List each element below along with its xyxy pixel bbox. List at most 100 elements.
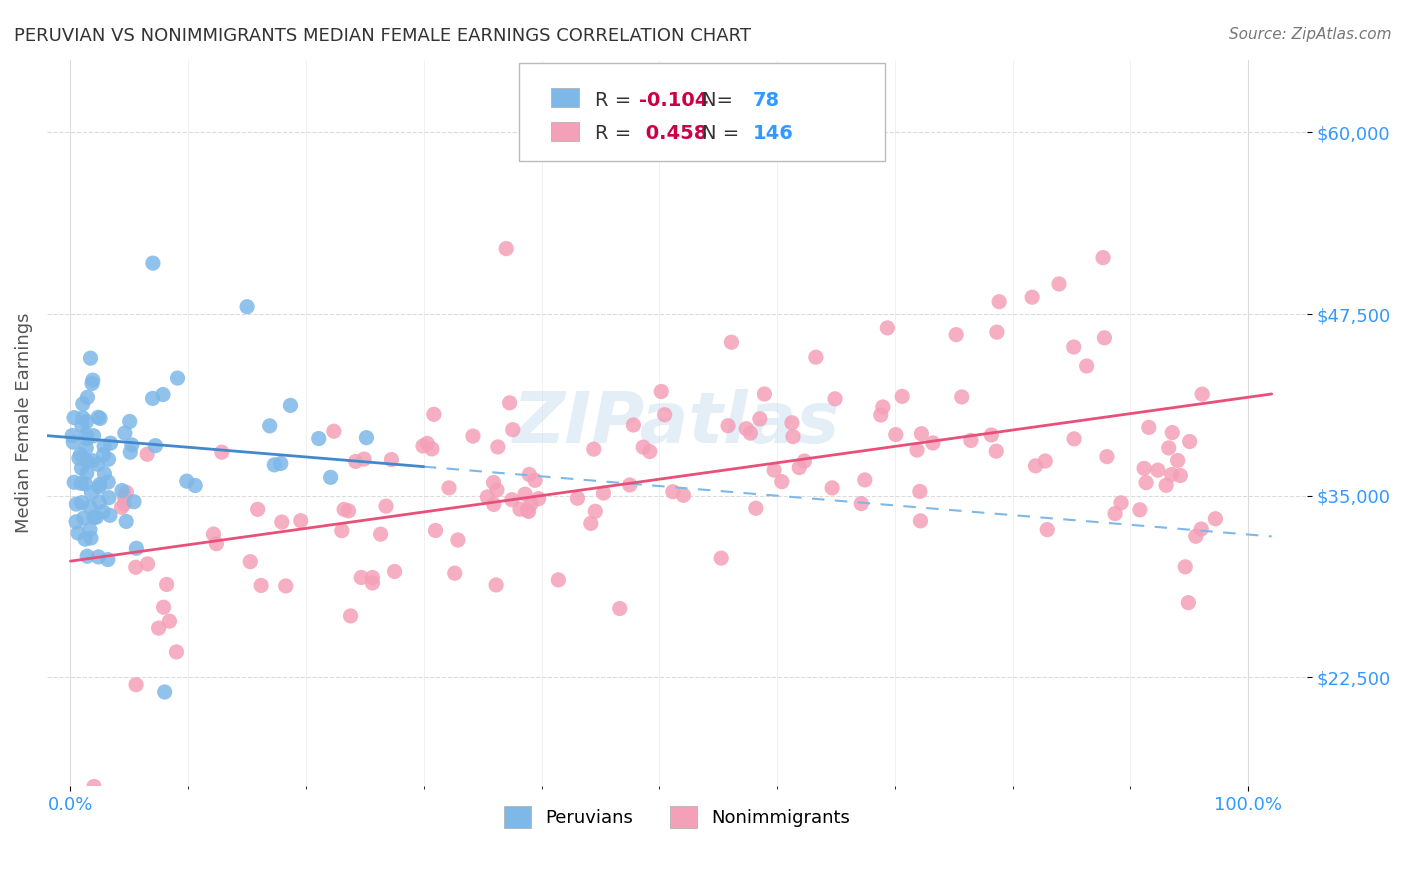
Point [125, 541, 148, 556]
Point [72, 410, 94, 425]
Point [67, 451, 90, 466]
Point [524, 473, 547, 487]
Point [93, 439, 115, 453]
Point [339, 608, 361, 623]
Point [502, 423, 524, 437]
Point [82, 373, 104, 387]
Point [72, 397, 94, 411]
Point [876, 321, 898, 335]
Point [1167, 453, 1189, 467]
Point [619, 478, 641, 492]
Point [76, 466, 98, 480]
Point [236, 300, 259, 314]
FancyBboxPatch shape [519, 63, 884, 161]
Point [672, 488, 695, 502]
Point [112, 497, 135, 511]
Point [250, 578, 273, 592]
Point [83, 780, 105, 794]
Point [631, 440, 654, 454]
Point [353, 452, 375, 467]
Point [1174, 559, 1197, 574]
Point [63, 475, 86, 490]
Point [89, 411, 111, 425]
Point [1135, 475, 1157, 490]
Point [1129, 503, 1152, 517]
Point [65, 497, 87, 511]
Point [73, 511, 96, 525]
Point [1147, 463, 1170, 477]
Point [986, 444, 1008, 458]
Point [891, 389, 914, 403]
Point [350, 570, 373, 584]
Point [582, 442, 605, 457]
Point [125, 560, 148, 574]
Point [754, 387, 776, 401]
Point [945, 327, 967, 342]
Point [609, 601, 631, 615]
Point [239, 555, 262, 569]
Point [908, 484, 931, 499]
Point [361, 576, 384, 591]
Point [804, 350, 827, 364]
Text: ZIPatlas: ZIPatlas [513, 389, 841, 458]
Point [1094, 331, 1116, 345]
Point [75, 441, 97, 455]
Point [75, 476, 97, 491]
Point [80, 376, 103, 391]
Point [176, 474, 198, 488]
Point [986, 325, 1008, 339]
Point [1036, 523, 1059, 537]
Point [166, 371, 188, 385]
Point [884, 427, 907, 442]
Point [125, 678, 148, 692]
Point [988, 294, 1011, 309]
Point [86, 510, 108, 524]
Point [720, 335, 742, 350]
Point [65, 515, 87, 529]
Point [87, 549, 110, 564]
Point [851, 497, 873, 511]
Point [1104, 507, 1126, 521]
Point [1021, 290, 1043, 304]
Point [80, 531, 103, 545]
Point [122, 494, 145, 508]
Point [770, 475, 793, 489]
Point [1184, 529, 1206, 543]
Point [425, 524, 447, 538]
Point [115, 485, 138, 500]
Point [520, 497, 543, 511]
Point [793, 454, 815, 468]
Point [623, 417, 645, 432]
Point [443, 566, 465, 581]
Point [290, 514, 312, 528]
Point [763, 463, 786, 477]
Point [787, 460, 810, 475]
Point [485, 578, 508, 592]
Point [782, 429, 804, 443]
Point [100, 436, 122, 450]
Point [70, 496, 93, 510]
Point [1161, 425, 1184, 440]
Point [114, 426, 136, 441]
Point [70, 461, 93, 475]
Point [280, 398, 302, 412]
Point [853, 473, 876, 487]
Point [80, 485, 103, 500]
Point [980, 428, 1002, 442]
Point [112, 490, 135, 504]
Point [498, 396, 520, 410]
Point [910, 426, 932, 441]
Point [136, 557, 159, 571]
Point [710, 551, 733, 566]
Point [740, 426, 762, 441]
Point [547, 573, 569, 587]
Point [960, 434, 983, 448]
Point [344, 454, 367, 468]
Point [89, 495, 111, 509]
Point [1092, 251, 1115, 265]
Point [333, 502, 356, 516]
Point [259, 418, 281, 433]
Text: Source: ZipAtlas.com: Source: ZipAtlas.com [1229, 27, 1392, 42]
Point [62, 435, 84, 450]
Point [120, 445, 142, 459]
